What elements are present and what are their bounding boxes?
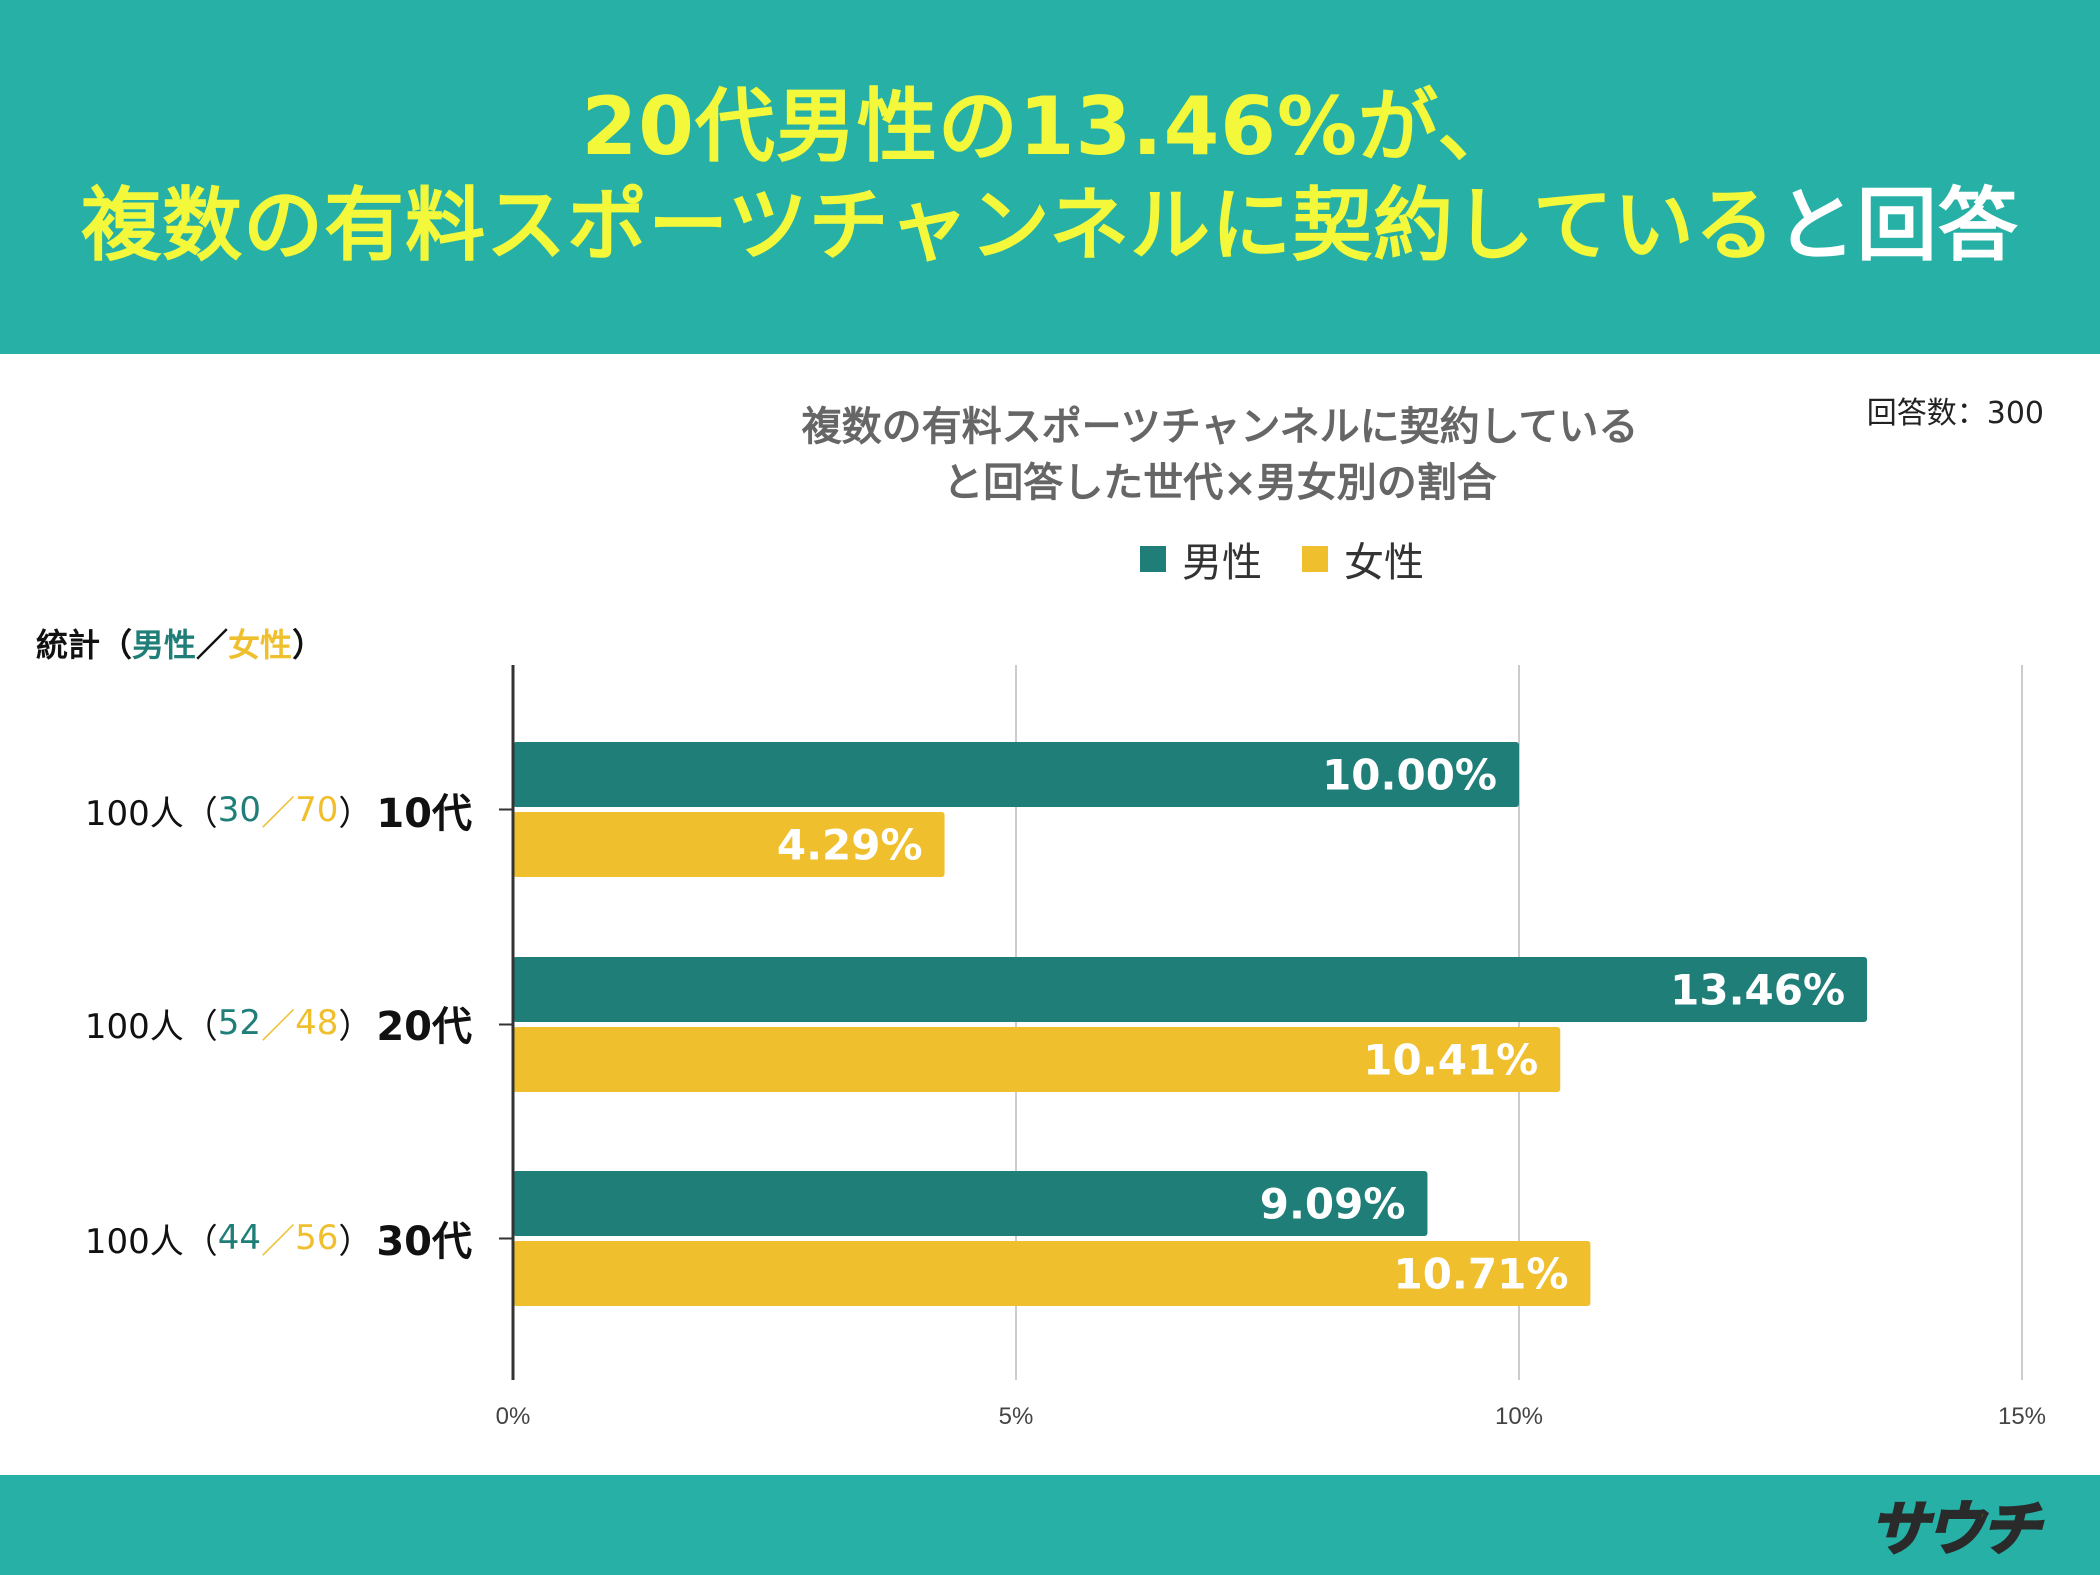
x-tick-label: 10% (1495, 1403, 1543, 1430)
stats-heading-label: 統計（ (36, 626, 133, 664)
brand-logo: サウチ (1868, 1489, 2041, 1565)
row-sep: ／ (261, 1221, 296, 1262)
respondent-count: 回答数：300 (1866, 396, 2044, 431)
row-age: 30代 (376, 1219, 472, 1265)
bar-male (513, 742, 1519, 807)
headline-line1: 20代男性の13.46%が、 (581, 80, 1519, 173)
stats-heading-sep: ／ (196, 626, 229, 664)
row-label-30s: 100人（ 44 ／ 56） 30代 (85, 1208, 472, 1268)
bar-female (513, 1241, 1591, 1306)
x-tick-label: 5% (999, 1403, 1034, 1430)
legend-label-female: 女性 (1344, 540, 1424, 586)
row-total: 100人（ (84, 793, 218, 834)
chart-title-line2: と回答した世代×男女別の割合 (943, 460, 1497, 506)
row-total: 100人（ (84, 1006, 218, 1047)
row-female-count: 48 (295, 1003, 339, 1043)
row-total: 100人（ (84, 1221, 218, 1262)
bar-chart: 0% 5% 10% 15% 10.00% 4.29% 13.46% 10.41% 9.09% 10… (496, 665, 2046, 1430)
stats-heading: 統計（男性／女性） (36, 620, 324, 666)
row-male-count: 52 (217, 1003, 262, 1043)
x-tick-label: 15% (1998, 1403, 2046, 1430)
legend-swatch-female (1302, 546, 1328, 572)
row-female-count: 56 (295, 1218, 339, 1258)
bar-value-label: 10.00% (1322, 751, 1497, 800)
x-tick-label: 0% (496, 1403, 531, 1430)
row-age: 20代 (376, 1004, 472, 1050)
chart-legend: 男性 女性 (1140, 531, 1450, 587)
row-sep: ／ (261, 1006, 296, 1047)
legend-label-male: 男性 (1182, 540, 1262, 586)
bar-value-label: 9.09% (1260, 1180, 1406, 1229)
bar-value-label: 4.29% (777, 821, 923, 870)
bar-female (513, 812, 945, 877)
row-sep: ／ (261, 793, 296, 834)
stats-heading-female: 女性 (228, 626, 293, 664)
header-banner: 20代男性の13.46%が、 複数の有料スポーツチャンネルに契約していると回答 (0, 0, 2100, 354)
brand-logo-text: サウチ (1868, 1494, 2041, 1565)
bar-value-label: 10.41% (1363, 1036, 1538, 1085)
chart-title-line1: 複数の有料スポーツチャンネルに契約している (801, 404, 1639, 450)
bar-female (513, 1027, 1561, 1092)
bar-male (513, 1171, 1428, 1236)
bar-value-label: 13.46% (1670, 966, 1845, 1015)
row-male-count: 30 (217, 790, 262, 830)
footer-bar (0, 1475, 2100, 1575)
bar-value-label: 10.71% (1393, 1250, 1568, 1299)
legend-item-female: 女性 (1302, 530, 1424, 588)
row-close: ） (338, 1221, 373, 1262)
row-female-count: 70 (295, 790, 339, 830)
bar-male (513, 957, 1868, 1022)
stats-heading-close: ） (292, 626, 325, 664)
row-age: 10代 (376, 791, 472, 837)
row-close: ） (338, 1006, 373, 1047)
legend-item-male: 男性 (1140, 530, 1262, 588)
row-label-10s: 100人（ 30 ／ 70） 10代 (85, 780, 472, 840)
stats-heading-male: 男性 (132, 626, 197, 664)
legend-swatch-male (1140, 546, 1166, 572)
row-male-count: 44 (217, 1218, 262, 1258)
row-close: ） (338, 793, 373, 834)
headline-line2-main: 複数の有料スポーツチャンネルに契約している (81, 179, 1776, 272)
row-label-20s: 100人（ 52 ／ 48） 20代 (85, 993, 472, 1053)
headline-line2-tail: と回答 (1775, 179, 2019, 272)
headline-line2: 複数の有料スポーツチャンネルに契約していると回答 (0, 186, 2100, 266)
